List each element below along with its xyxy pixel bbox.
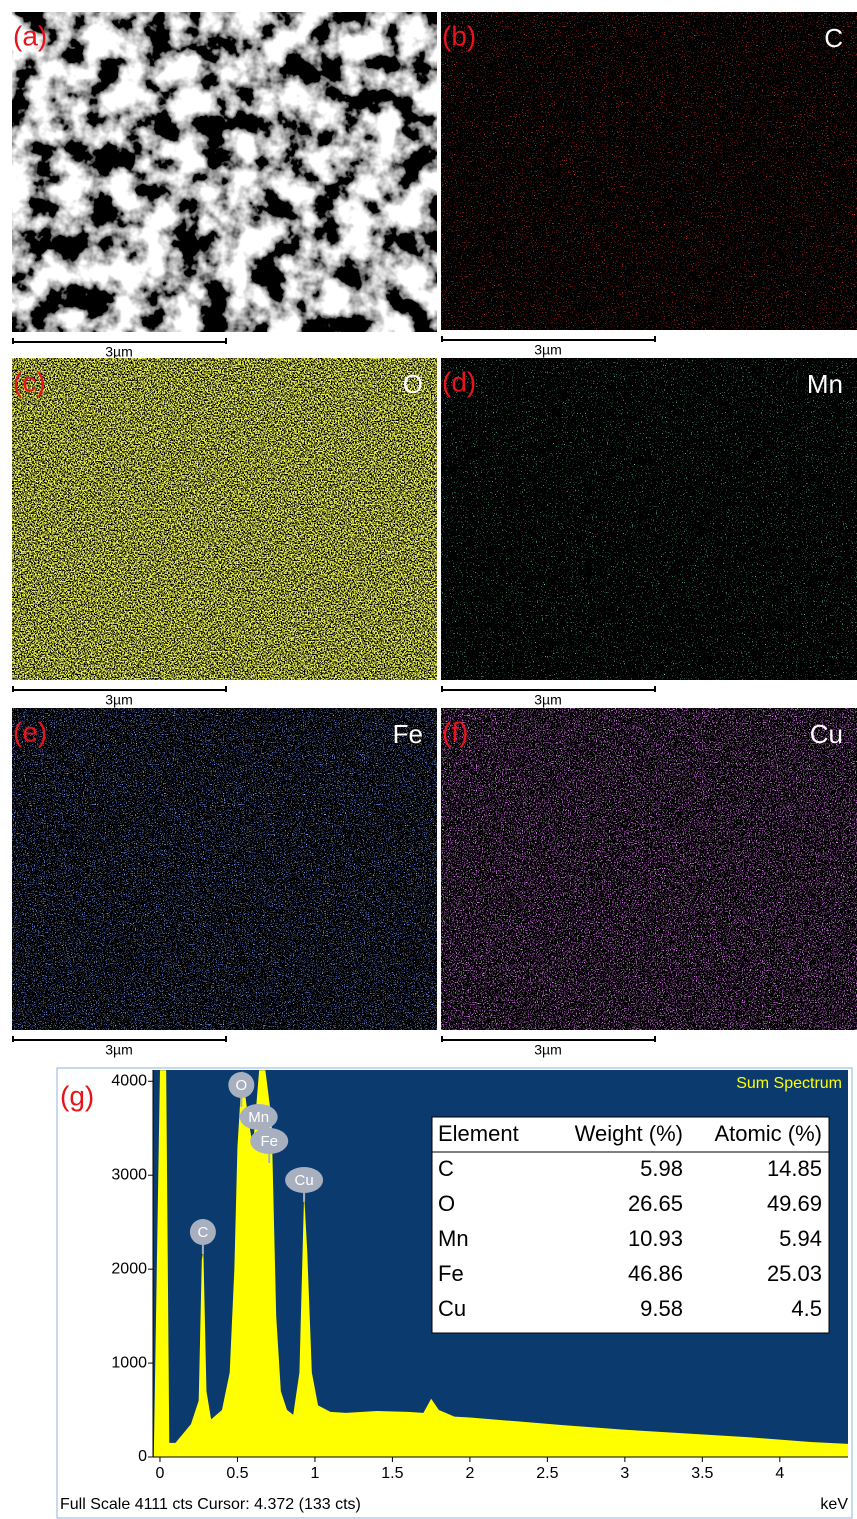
scale-bar-label: 3µm [105,1042,133,1058]
table-cell: Cu [438,1296,466,1321]
panel-label: (e) [13,716,47,747]
table-cell: 4.5 [791,1296,822,1321]
element-label: O [403,369,423,399]
element-map [441,12,857,330]
element-label: C [824,23,843,53]
x-tick-label: 1.5 [381,1465,403,1482]
figure: (a) 3µm (b) C 3µm (c) O 3µm (d) Mn 3µm (e) Fe 3µm (f) C… [0,0,857,1519]
table-cell: 26.65 [628,1191,683,1216]
table-cell: O [438,1191,455,1216]
element-map [441,358,857,680]
x-axis-label: keV [820,1496,848,1513]
element-label: Fe [393,719,423,749]
peak-label: Mn [248,1109,269,1126]
legend-label: Sum Spectrum [736,1075,842,1092]
scale-bar-label: 3µm [534,692,562,708]
y-tick-label: 0 [138,1448,147,1465]
panel-label: (c) [13,366,46,397]
y-tick-label: 2000 [111,1260,147,1277]
table-cell: 10.93 [628,1226,683,1251]
y-tick-label: 1000 [111,1354,147,1371]
footer: Full Scale 4111 cts Cursor: 4.372 (133 c… [60,1496,361,1513]
scale-bar-label: 3µm [105,344,133,360]
table-cell: 14.85 [767,1156,822,1181]
table-cell: 49.69 [767,1191,822,1216]
table-cell: C [438,1156,454,1181]
scale-bar-label: 3µm [105,692,133,708]
panel-label: (d) [442,366,476,397]
table-cell: Mn [438,1226,469,1251]
x-tick-label: 1 [310,1465,319,1482]
x-tick-label: 3.5 [691,1465,713,1482]
x-tick-label: 2 [465,1465,474,1482]
panel-label: (b) [442,20,476,51]
scale-bar-label: 3µm [534,1042,562,1058]
table-cell: 5.98 [640,1156,683,1181]
element-label: Mn [807,369,843,399]
x-tick-label: 4 [775,1465,784,1482]
panel-label: (f) [442,716,468,747]
table-header: Element [438,1121,519,1146]
table-cell: 46.86 [628,1261,683,1286]
peak-label: Cu [294,1172,313,1189]
x-tick-label: 0 [156,1465,165,1482]
sem-image [12,12,437,332]
table-header: Weight (%) [575,1121,683,1146]
element-map [12,708,437,1030]
table-cell: 9.58 [640,1296,683,1321]
panel-label: (a) [13,20,47,51]
y-tick-label: 3000 [111,1166,147,1183]
x-tick-label: 0.5 [226,1465,248,1482]
peak-label: C [197,1224,208,1241]
peak-label: Fe [260,1133,278,1150]
x-tick-label: 3 [620,1465,629,1482]
element-map [12,358,437,680]
x-tick-label: 2.5 [536,1465,558,1482]
scale-bar-label: 3µm [534,342,562,358]
panel-label: (g) [60,1080,94,1111]
peak-label: O [235,1077,247,1094]
element-label: Cu [810,719,843,749]
table-cell: 25.03 [767,1261,822,1286]
element-map [441,708,857,1030]
table-cell: Fe [438,1261,464,1286]
table-cell: 5.94 [779,1226,822,1251]
table-header: Atomic (%) [714,1121,822,1146]
y-tick-label: 4000 [111,1072,147,1089]
